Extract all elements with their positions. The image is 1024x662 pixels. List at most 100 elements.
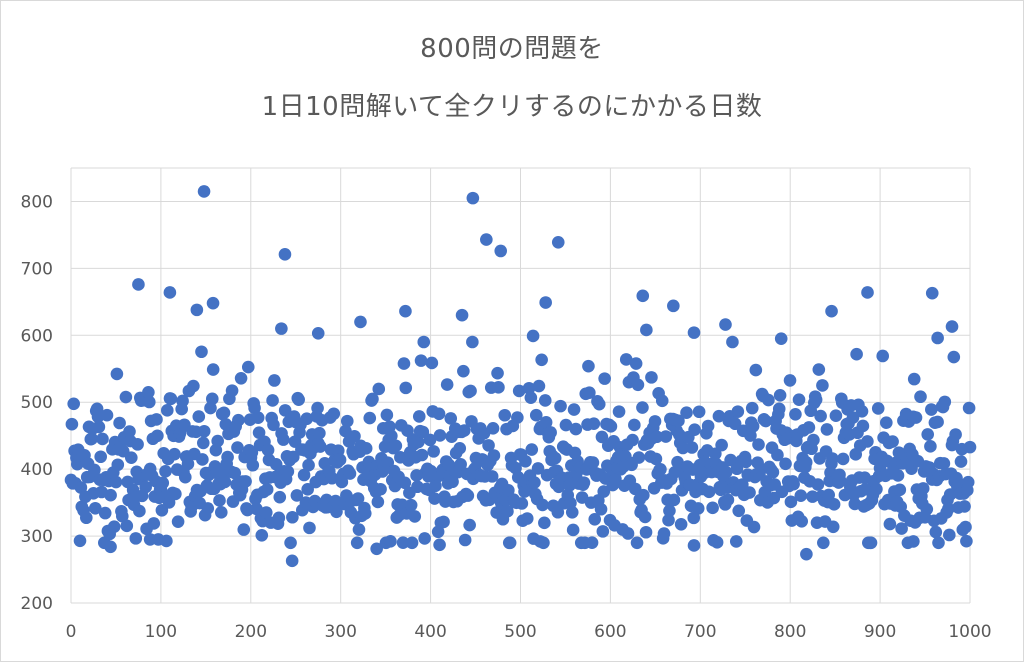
data-point bbox=[260, 483, 274, 496]
data-point bbox=[721, 493, 735, 507]
data-point bbox=[538, 394, 552, 407]
x-tick-label: 0 bbox=[66, 622, 77, 642]
data-point bbox=[539, 296, 552, 309]
data-point bbox=[502, 484, 515, 497]
data-point bbox=[178, 470, 192, 484]
data-point bbox=[370, 542, 383, 556]
data-point bbox=[749, 363, 763, 377]
data-point bbox=[746, 419, 760, 433]
data-point bbox=[876, 349, 890, 363]
data-point bbox=[196, 436, 210, 450]
data-point bbox=[524, 391, 538, 404]
data-point bbox=[255, 528, 269, 542]
data-point bbox=[159, 465, 172, 478]
data-point bbox=[119, 390, 133, 404]
data-point bbox=[313, 426, 326, 440]
data-point bbox=[726, 335, 739, 349]
data-point bbox=[895, 522, 908, 535]
data-point bbox=[214, 506, 228, 519]
data-point bbox=[631, 378, 645, 392]
data-point bbox=[559, 418, 573, 432]
data-point bbox=[592, 397, 606, 411]
x-tick-label: 300 bbox=[324, 622, 356, 642]
data-point bbox=[139, 480, 152, 494]
data-point bbox=[706, 501, 719, 515]
y-tick-label: 600 bbox=[21, 326, 53, 346]
data-point bbox=[916, 482, 930, 495]
data-point bbox=[414, 354, 428, 367]
data-point bbox=[921, 428, 935, 441]
data-point bbox=[522, 381, 536, 395]
data-point bbox=[728, 417, 742, 431]
data-point bbox=[636, 289, 650, 303]
data-point bbox=[124, 451, 138, 464]
data-point bbox=[67, 397, 80, 411]
data-point bbox=[151, 429, 164, 443]
x-tick-label: 900 bbox=[864, 622, 896, 642]
data-point bbox=[277, 433, 290, 446]
data-point bbox=[907, 372, 921, 386]
data-point bbox=[397, 357, 411, 370]
x-axis-ticks: 0 100 200 300 400 500 600 700 800 900 1000 bbox=[66, 622, 992, 642]
data-point bbox=[870, 482, 883, 496]
data-point bbox=[594, 502, 608, 516]
data-point bbox=[806, 490, 819, 503]
data-point bbox=[107, 520, 121, 533]
data-point bbox=[396, 536, 410, 549]
data-point bbox=[826, 452, 839, 465]
data-point bbox=[492, 381, 505, 394]
data-point bbox=[461, 489, 475, 502]
data-point bbox=[417, 335, 431, 349]
data-point bbox=[732, 504, 746, 518]
data-point bbox=[350, 536, 364, 550]
data-point bbox=[494, 244, 508, 258]
data-point bbox=[588, 512, 602, 526]
data-point bbox=[423, 433, 437, 447]
data-point bbox=[458, 533, 472, 547]
data-point bbox=[809, 393, 823, 407]
data-point bbox=[544, 426, 557, 439]
data-point bbox=[774, 332, 788, 345]
data-point bbox=[267, 418, 280, 432]
data-point bbox=[190, 303, 204, 317]
data-point bbox=[485, 470, 499, 483]
data-point bbox=[586, 456, 600, 469]
data-point bbox=[197, 424, 211, 438]
data-point bbox=[515, 497, 529, 510]
data-point bbox=[284, 536, 297, 550]
data-point bbox=[850, 347, 863, 361]
data-point bbox=[621, 527, 635, 540]
data-point bbox=[187, 379, 200, 393]
data-point bbox=[113, 416, 126, 430]
data-point bbox=[794, 489, 808, 503]
data-point bbox=[719, 465, 733, 479]
data-point bbox=[938, 395, 952, 409]
data-point bbox=[816, 379, 829, 392]
data-point bbox=[286, 510, 299, 524]
data-point bbox=[300, 412, 314, 426]
data-point bbox=[491, 366, 504, 380]
data-point bbox=[604, 420, 618, 433]
data-point bbox=[687, 511, 701, 525]
data-point bbox=[408, 510, 422, 523]
data-point bbox=[176, 394, 189, 408]
x-tick-label: 800 bbox=[774, 622, 806, 642]
data-point bbox=[676, 441, 690, 455]
data-point bbox=[526, 329, 540, 343]
data-point bbox=[454, 458, 467, 471]
data-point bbox=[444, 412, 458, 425]
data-point bbox=[812, 363, 826, 376]
y-tick-label: 300 bbox=[21, 527, 53, 547]
data-point bbox=[142, 386, 155, 399]
data-point bbox=[272, 511, 286, 525]
data-point bbox=[597, 485, 611, 498]
data-point bbox=[512, 384, 526, 398]
data-point bbox=[864, 536, 878, 550]
data-point bbox=[88, 463, 101, 477]
data-point bbox=[609, 472, 622, 486]
data-point bbox=[743, 486, 756, 499]
data-point bbox=[954, 455, 968, 468]
data-point bbox=[266, 394, 279, 407]
data-point bbox=[131, 438, 144, 451]
data-point bbox=[192, 410, 206, 423]
